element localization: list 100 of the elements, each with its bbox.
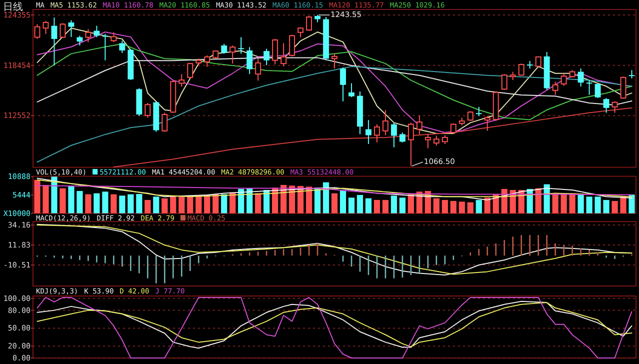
candlestick <box>612 100 618 114</box>
candlestick <box>238 36 244 54</box>
bar <box>467 202 474 214</box>
bar <box>255 193 262 214</box>
candlestick <box>416 115 422 135</box>
candlestick <box>628 70 635 79</box>
line-series <box>36 43 632 120</box>
candlestick <box>162 112 168 132</box>
bar <box>620 196 626 214</box>
candlestick <box>42 20 49 34</box>
candlestick <box>424 134 431 149</box>
line-series <box>36 66 632 163</box>
bar <box>297 186 304 214</box>
bar <box>76 190 83 214</box>
bar <box>42 184 49 214</box>
candlestick <box>110 32 117 43</box>
bar <box>119 196 126 214</box>
bar <box>612 200 618 214</box>
candlestick <box>603 98 610 114</box>
bar <box>128 194 134 214</box>
bar <box>204 194 210 214</box>
candlestick <box>594 82 601 99</box>
candlestick <box>255 58 262 82</box>
candlestick <box>399 132 406 143</box>
bar <box>442 200 448 214</box>
candlestick <box>85 28 92 43</box>
bar <box>196 196 202 214</box>
line-series <box>36 296 632 358</box>
bar <box>110 194 117 214</box>
bar <box>348 198 355 214</box>
candlestick <box>289 34 296 57</box>
candlestick <box>306 15 312 32</box>
candlestick <box>230 44 236 64</box>
bar <box>221 194 228 214</box>
bar <box>144 200 151 214</box>
candlestick <box>382 110 388 136</box>
text: 日线 <box>3 1 23 13</box>
bar <box>94 193 100 214</box>
candlestick <box>408 122 414 167</box>
bar <box>187 196 194 214</box>
candlestick <box>144 102 151 118</box>
bar <box>102 192 108 214</box>
bar <box>340 190 346 214</box>
bar <box>322 182 330 214</box>
bar <box>399 198 406 214</box>
candlestick <box>221 43 228 54</box>
bar <box>170 196 176 214</box>
bar <box>458 202 465 214</box>
candlestick <box>578 68 584 88</box>
bar <box>60 188 66 214</box>
bar <box>390 196 398 214</box>
bar <box>450 200 456 214</box>
candlestick <box>332 53 338 70</box>
candlestick <box>340 67 346 102</box>
candlestick <box>246 46 253 75</box>
bar <box>162 198 168 214</box>
bar <box>408 194 414 214</box>
candlestick <box>467 110 474 122</box>
candlestick <box>51 17 58 66</box>
candlestick <box>34 24 40 40</box>
bar <box>178 196 185 214</box>
bar <box>212 194 219 214</box>
candlestick <box>560 72 567 86</box>
bar <box>603 200 610 214</box>
candlestick <box>264 48 270 66</box>
candlestick <box>366 120 372 145</box>
bar <box>238 188 244 214</box>
bar <box>306 186 312 214</box>
bar <box>136 194 142 214</box>
bar <box>594 196 601 214</box>
candlestick <box>476 106 482 117</box>
candlestick <box>204 54 210 68</box>
bar <box>34 180 40 214</box>
bar <box>356 194 364 214</box>
line-series <box>113 107 632 168</box>
candlestick <box>60 22 66 38</box>
candlestick <box>348 82 354 98</box>
bar <box>433 198 440 214</box>
bar <box>264 190 270 214</box>
candlestick <box>280 42 287 67</box>
candlestick <box>119 40 126 54</box>
candlestick <box>433 135 440 146</box>
candlestick <box>374 124 380 143</box>
candlestick <box>450 122 456 135</box>
candlestick <box>552 81 558 96</box>
candlestick <box>390 122 397 148</box>
line-series <box>36 185 632 196</box>
bar <box>85 194 92 214</box>
bar <box>314 188 321 214</box>
candlestick <box>586 80 592 96</box>
candlestick <box>272 38 278 65</box>
candlestick <box>178 74 185 88</box>
bar <box>382 200 389 214</box>
bar <box>628 194 635 214</box>
bar <box>374 200 380 214</box>
bar <box>552 193 558 214</box>
candlestick <box>518 63 524 76</box>
candlestick <box>620 76 626 100</box>
bar <box>586 196 592 214</box>
bar <box>569 193 576 214</box>
